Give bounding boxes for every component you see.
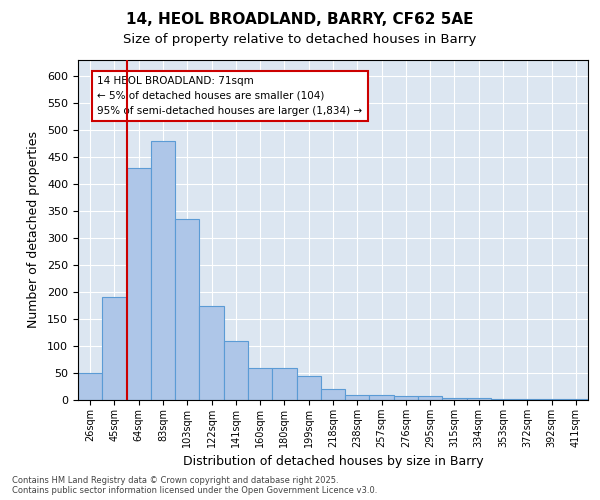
Bar xyxy=(296,376,321,400)
Bar xyxy=(418,396,442,400)
Bar xyxy=(224,340,248,400)
Bar xyxy=(442,398,467,400)
Text: 14, HEOL BROADLAND, BARRY, CF62 5AE: 14, HEOL BROADLAND, BARRY, CF62 5AE xyxy=(126,12,474,28)
Y-axis label: Number of detached properties: Number of detached properties xyxy=(27,132,40,328)
Bar xyxy=(345,394,370,400)
Bar xyxy=(102,298,127,400)
Bar xyxy=(151,141,175,400)
Bar xyxy=(248,368,272,400)
Bar xyxy=(199,306,224,400)
Bar xyxy=(321,389,345,400)
Text: Contains HM Land Registry data © Crown copyright and database right 2025.
Contai: Contains HM Land Registry data © Crown c… xyxy=(12,476,377,495)
Bar xyxy=(491,399,515,400)
Bar xyxy=(272,368,296,400)
X-axis label: Distribution of detached houses by size in Barry: Distribution of detached houses by size … xyxy=(182,456,484,468)
Text: 14 HEOL BROADLAND: 71sqm
← 5% of detached houses are smaller (104)
95% of semi-d: 14 HEOL BROADLAND: 71sqm ← 5% of detache… xyxy=(97,76,362,116)
Bar xyxy=(127,168,151,400)
Bar xyxy=(175,219,199,400)
Bar xyxy=(467,398,491,400)
Text: Size of property relative to detached houses in Barry: Size of property relative to detached ho… xyxy=(124,32,476,46)
Bar xyxy=(394,396,418,400)
Bar xyxy=(78,373,102,400)
Bar xyxy=(370,394,394,400)
